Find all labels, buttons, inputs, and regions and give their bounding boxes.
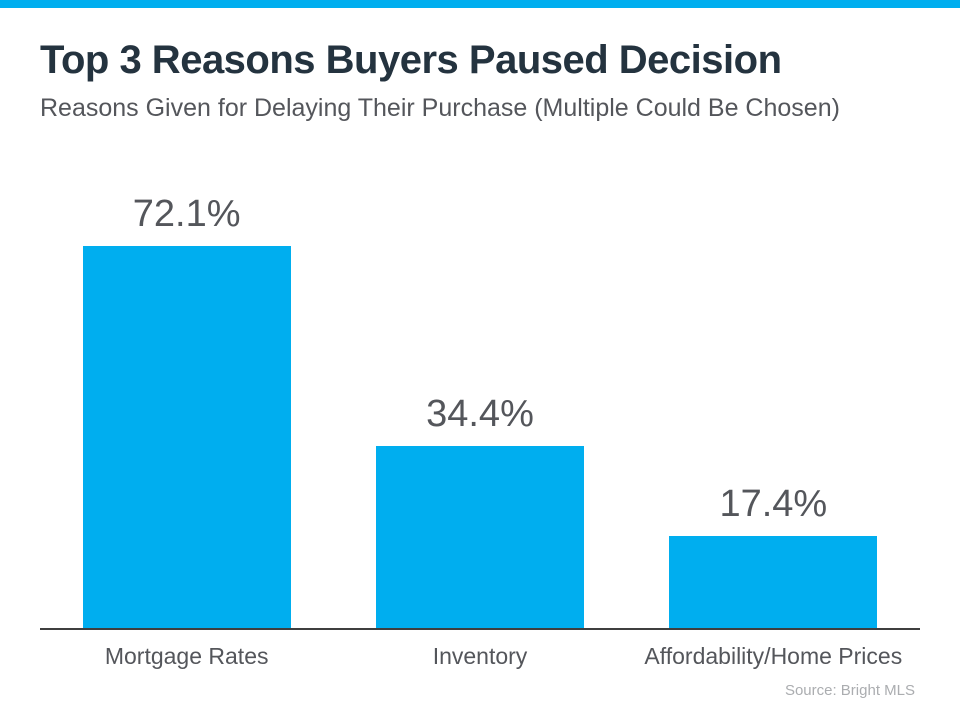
- top-accent-strip: [0, 0, 960, 8]
- category-labels-row: Mortgage Rates Inventory Affordability/H…: [40, 630, 920, 670]
- bar-column: 34.4%: [333, 123, 626, 628]
- chart-bars-area: 72.1% 34.4% 17.4%: [40, 123, 920, 628]
- chart-subtitle: Reasons Given for Delaying Their Purchas…: [40, 94, 840, 122]
- category-label: Inventory: [432, 643, 528, 669]
- x-axis-line: [40, 628, 920, 630]
- bar: [375, 446, 585, 628]
- chart-title: Top 3 Reasons Buyers Paused Decision: [40, 38, 782, 82]
- bar-chart: 72.1% 34.4% 17.4% Mortgage Rates Invento…: [40, 123, 920, 670]
- chart-header: Top 3 Reasons Buyers Paused Decision Rea…: [40, 38, 920, 123]
- source-credit: Source: Bright MLS: [784, 682, 915, 699]
- bar-value-label: 17.4%: [719, 483, 828, 526]
- bar-value-label: 72.1%: [132, 193, 241, 236]
- bar-column: 17.4%: [627, 123, 920, 628]
- bar-column: 72.1%: [40, 123, 333, 628]
- bar-value-label: 34.4%: [426, 393, 534, 436]
- bar: [82, 246, 291, 628]
- category-label: Mortgage Rates: [104, 643, 269, 669]
- bar: [669, 536, 878, 628]
- category-label: Affordability/Home Prices: [644, 643, 903, 669]
